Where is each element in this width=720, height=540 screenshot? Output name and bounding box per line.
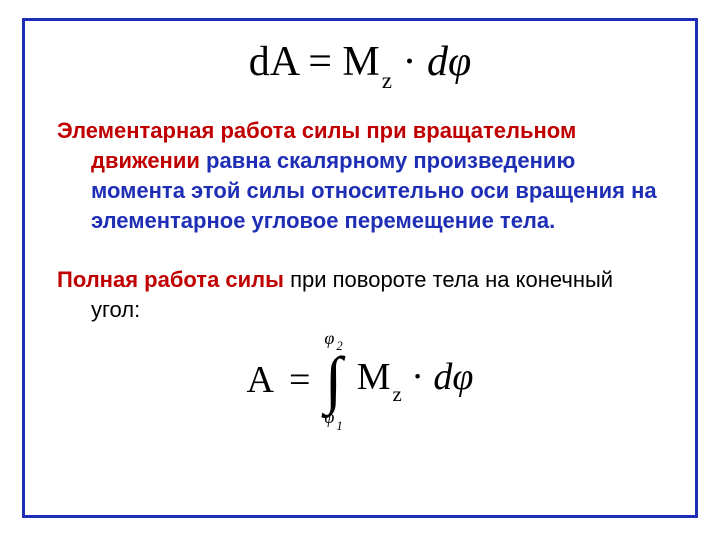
- f2-eq: =: [289, 358, 310, 402]
- f2-dot: ·: [402, 356, 434, 398]
- f1-eq: =: [298, 39, 343, 85]
- f1-dphi: dφ: [427, 39, 471, 85]
- f1-sub-z: z: [380, 67, 392, 93]
- int-lower: φ1: [324, 408, 342, 430]
- f2-M: M: [357, 356, 391, 398]
- f1-dot: ·: [392, 39, 427, 85]
- formula-full-work: A = φ 2 ∫ φ1 Mz · dφ: [53, 329, 667, 431]
- int-lower-phi: φ: [324, 407, 334, 427]
- p2-red: Полная работа силы: [57, 267, 284, 292]
- f1-lhs: dA: [249, 39, 298, 85]
- f2-dphi: dφ: [433, 356, 473, 398]
- paragraph-definition: Элементарная работа силы при вращательно…: [53, 116, 667, 235]
- content-frame: dA = Mz · dφ Элементарная работа силы пр…: [22, 18, 698, 518]
- int-lower-sub: 1: [334, 419, 342, 433]
- f2-lhs: A: [247, 358, 275, 402]
- integral: φ 2 ∫ φ1: [324, 329, 342, 431]
- f2-integrand: Mz · dφ: [357, 355, 474, 404]
- f1-M: M: [342, 39, 379, 85]
- paragraph-full-work: Полная работа силы при повороте тела на …: [53, 265, 667, 324]
- int-sign: ∫: [325, 351, 343, 409]
- f2-sub-z: z: [390, 382, 401, 406]
- formula-elementary-work: dA = Mz · dφ: [53, 41, 667, 88]
- int-upper-sub: 2: [334, 339, 342, 353]
- slide: dA = Mz · dφ Элементарная работа силы пр…: [0, 0, 720, 540]
